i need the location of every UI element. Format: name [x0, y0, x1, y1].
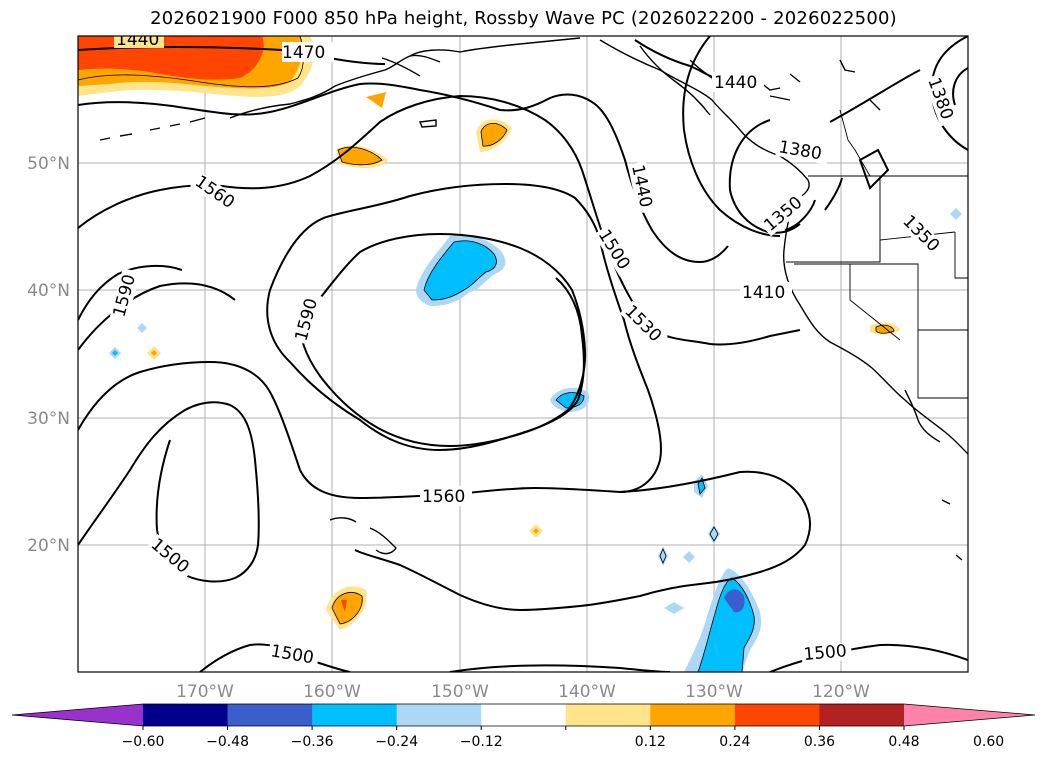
contour-label-1590-left: 1590	[110, 272, 141, 319]
contour-label-1500-right: 1500	[803, 641, 848, 665]
colorbar-segment	[396, 704, 482, 726]
negative-anomaly-shading	[109, 208, 962, 672]
lon-label-170w: 170°W	[176, 682, 234, 702]
lon-label-130w: 130°W	[685, 682, 743, 702]
contour-label-1440-mid: 1440	[627, 163, 656, 209]
colorbar-segment	[312, 704, 398, 726]
lat-label-20n: 20°N	[27, 536, 70, 556]
contour-label-1470: 1470	[282, 43, 325, 63]
contour-label-1440-coast: 1440	[714, 73, 757, 93]
colorbar-tick-label: 0.48	[888, 734, 919, 750]
coastlines	[99, 37, 968, 561]
lat-label-50n: 50°N	[27, 154, 70, 174]
colorbar-tick-label: −0.60	[122, 734, 165, 750]
political-borders	[786, 109, 968, 399]
contour-label-1560-bottom: 1560	[422, 487, 465, 507]
figure-title: 2026021900 F000 850 hPa height, Rossby W…	[150, 8, 897, 29]
colorbar-tick-label: 0.60	[973, 734, 1004, 750]
colorbar-segment	[650, 704, 736, 726]
contour-label-1380-right: 1380	[923, 75, 957, 122]
contour-label-1410: 1410	[742, 283, 785, 303]
lon-label-120w: 120°W	[812, 682, 870, 702]
contour-label-1590-center: 1590	[292, 296, 323, 343]
contour-labels: 1440 1470 1440 1380 1380 1560 1440	[110, 30, 958, 668]
contour-label-1380-coast: 1380	[777, 137, 823, 164]
longitude-labels: 170°W 160°W 150°W 140°W 130°W 120°W	[176, 682, 870, 702]
latitude-labels: 50°N 40°N 30°N 20°N	[27, 154, 70, 556]
colorbar-tick-label: 0.12	[635, 734, 666, 750]
colorbar-extend-high	[904, 704, 1035, 726]
colorbar-segment	[481, 704, 567, 726]
colorbar-extend-low	[12, 704, 143, 726]
lon-label-140w: 140°W	[558, 682, 616, 702]
contour-label-1500-bottom: 1500	[269, 641, 315, 668]
colorbar-tick-label: −0.36	[291, 734, 334, 750]
contour-label-1440-topleft: 1440	[116, 30, 159, 50]
colorbar-tick-label: −0.12	[460, 734, 503, 750]
lon-label-160w: 160°W	[303, 682, 361, 702]
lon-label-150w: 150°W	[431, 682, 489, 702]
gridlines	[78, 36, 968, 672]
lat-label-40n: 40°N	[27, 281, 70, 301]
colorbar-segment	[143, 704, 229, 726]
colorbar-segment	[734, 704, 820, 726]
contour-label-1500-mid: 1500	[594, 226, 634, 273]
colorbar-segment	[819, 704, 905, 726]
positive-anomaly-shading	[78, 36, 900, 630]
colorbar-tick-label: 0.36	[804, 734, 835, 750]
colorbar-tick-label: −0.48	[206, 734, 249, 750]
colorbar: −0.60 −0.48 −0.36 −0.24 −0.12 0.12 0.24 0.36 0.4…	[11, 703, 1036, 750]
map-frame	[77, 35, 969, 673]
colorbar-tick-label: −0.24	[375, 734, 418, 750]
lat-label-30n: 30°N	[27, 409, 70, 429]
colorbar-segment	[565, 704, 651, 726]
colorbar-segment	[227, 704, 313, 726]
colorbar-tick-label: 0.24	[719, 734, 750, 750]
height-contours	[78, 36, 968, 672]
